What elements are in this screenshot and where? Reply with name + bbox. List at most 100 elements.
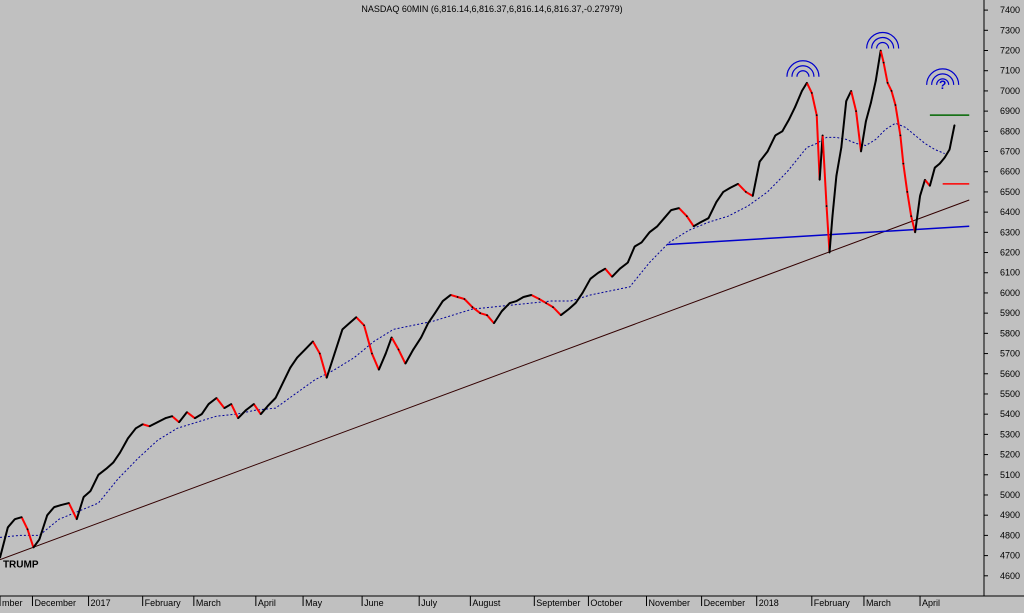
- price-point: [914, 231, 917, 234]
- price-segment: [828, 216, 834, 253]
- price-segment: [245, 403, 255, 411]
- price-segment: [850, 90, 858, 112]
- price-segment: [26, 529, 35, 548]
- price-point: [355, 316, 358, 319]
- price-segment: [831, 175, 838, 217]
- price-segment: [89, 474, 100, 492]
- arc-mark: [871, 36, 895, 49]
- x-tick-label: March: [196, 598, 221, 608]
- price-point: [656, 225, 659, 228]
- price-point: [371, 352, 373, 355]
- price-point: [567, 308, 570, 311]
- price-segment: [574, 292, 584, 304]
- price-point: [640, 241, 643, 244]
- price-segment: [745, 191, 754, 197]
- x-tick-label: April: [922, 598, 940, 608]
- annotations: TRUMP?: [3, 78, 946, 571]
- price-point: [479, 312, 482, 315]
- price-segment: [318, 353, 328, 379]
- price-point: [663, 217, 666, 220]
- price-point: [363, 324, 365, 327]
- price-point: [886, 81, 889, 84]
- price-point: [758, 160, 761, 163]
- price-segment: [589, 271, 599, 280]
- price-segment: [581, 278, 592, 294]
- price-segment: [333, 329, 344, 354]
- price-segment: [355, 316, 365, 326]
- price-point: [318, 352, 321, 355]
- price-point: [97, 473, 100, 476]
- price-segment: [899, 135, 905, 164]
- price-point: [678, 207, 680, 209]
- x-tick-label: 2018: [759, 598, 779, 608]
- y-tick-label: 5300: [1000, 429, 1020, 439]
- price-segment: [304, 340, 314, 351]
- price-point: [919, 195, 921, 197]
- price-point: [200, 413, 203, 416]
- price-segment: [648, 225, 658, 234]
- price-segment: [230, 403, 240, 419]
- price-segment: [774, 130, 783, 137]
- arc-mark: [791, 65, 815, 77]
- price-point: [266, 405, 269, 407]
- arc-mark: [876, 41, 890, 49]
- y-tick-label: 4600: [1000, 571, 1020, 581]
- price-point: [874, 79, 877, 82]
- price-point: [456, 296, 459, 298]
- price-segment: [758, 150, 769, 163]
- price-segment: [105, 461, 114, 470]
- price-point: [766, 150, 769, 153]
- price-point: [611, 275, 613, 278]
- y-tick-label: 6400: [1000, 207, 1020, 217]
- y-tick-label: 7000: [1000, 86, 1020, 96]
- arc-mark: [926, 68, 960, 85]
- price-segment: [457, 296, 465, 300]
- price-point: [486, 314, 488, 317]
- price-point: [245, 409, 247, 412]
- y-tick-label: 5100: [1000, 470, 1020, 480]
- price-point: [552, 306, 554, 308]
- price-point: [840, 146, 843, 149]
- price-segment: [801, 82, 808, 92]
- price-point: [906, 191, 909, 193]
- price-segment: [67, 502, 78, 520]
- price-segment: [296, 348, 306, 359]
- y-tick-label: 6200: [1000, 248, 1020, 258]
- arc-marks: [786, 31, 960, 85]
- price-point: [619, 267, 621, 270]
- price-point: [882, 61, 885, 64]
- price-segment: [171, 415, 180, 424]
- price-segment: [882, 62, 889, 84]
- trendline: [0, 199, 970, 561]
- price-point: [737, 182, 739, 185]
- price-segment: [397, 349, 407, 365]
- moving-average-layer: [0, 122, 945, 538]
- y-tick-label: 5200: [1000, 450, 1020, 460]
- price-point: [20, 516, 23, 519]
- price-point: [141, 423, 144, 426]
- price-segment: [715, 191, 725, 203]
- price-segment: [215, 397, 226, 409]
- price-point: [910, 215, 913, 218]
- price-point: [810, 92, 813, 94]
- price-segment: [886, 82, 893, 92]
- price-segment: [663, 209, 672, 219]
- x-tick-label: March: [866, 598, 891, 608]
- price-segment: [835, 147, 843, 176]
- price-segment: [938, 156, 946, 165]
- price-segment: [568, 302, 577, 310]
- y-tick-label: 6600: [1000, 167, 1020, 177]
- x-tick-label: October: [590, 598, 622, 608]
- price-segment: [390, 336, 400, 351]
- price-segment: [670, 207, 680, 212]
- price-point: [831, 215, 834, 218]
- price-point: [463, 298, 466, 300]
- y-tick-label: 7300: [1000, 25, 1020, 35]
- price-segment: [840, 100, 848, 148]
- price-segment: [412, 336, 422, 351]
- price-layer: [0, 49, 956, 559]
- price-segment: [788, 106, 796, 120]
- price-segment: [700, 217, 709, 224]
- price-point: [538, 298, 541, 300]
